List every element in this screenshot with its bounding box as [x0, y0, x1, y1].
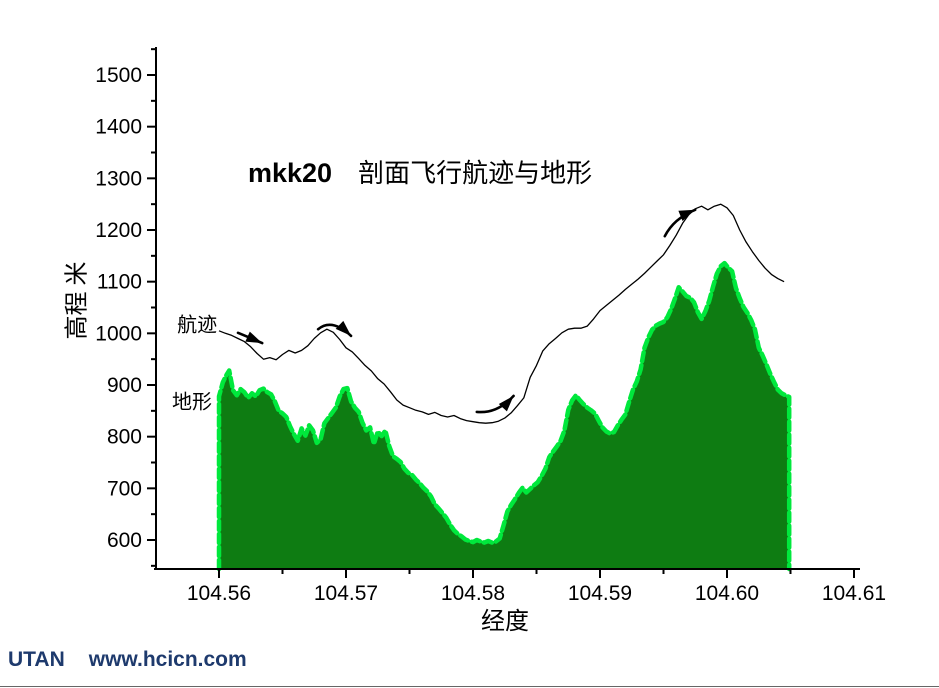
x-tick-label: 104.59	[568, 582, 632, 605]
y-tick-label: 1500	[95, 64, 142, 87]
flight-direction-arrow-head	[678, 209, 696, 221]
x-tick-label: 104.58	[441, 582, 505, 605]
chart-title: mkk20 剖面飞行航迹与地形	[248, 153, 592, 190]
y-tick-label: 800	[107, 426, 142, 449]
flight-direction-arrow-head	[335, 320, 352, 336]
footer-logo: UTAN www.hcicn.com	[8, 648, 247, 672]
terrain-label: 地形	[172, 390, 212, 413]
x-tick-label: 104.61	[822, 582, 886, 605]
y-tick-label: 1000	[95, 322, 142, 345]
y-tick-label: 900	[107, 374, 142, 397]
y-tick-label: 1200	[95, 219, 142, 242]
x-tick-label: 104.56	[187, 582, 251, 605]
y-tick-label: 1100	[97, 271, 142, 294]
flight-direction-arrow-head	[498, 395, 514, 412]
footer-brand: UTAN	[8, 648, 65, 671]
x-tick-label: 104.57	[314, 582, 378, 605]
flight-direction-arrow-head	[245, 331, 263, 344]
x-tick-label: 104.60	[695, 582, 759, 605]
flight-path-label: 航迹	[177, 313, 217, 336]
bottom-rule	[0, 686, 939, 687]
footer-url: www.hcicn.com	[88, 648, 247, 671]
terrain-area	[219, 263, 790, 569]
x-axis-title: 经度	[481, 609, 529, 635]
chart-title-text: 剖面飞行航迹与地形	[358, 159, 593, 188]
terrain-outline	[216, 260, 792, 572]
y-tick-label: 1400	[95, 116, 142, 139]
y-tick-label: 1300	[95, 167, 142, 190]
y-tick-label: 700	[107, 477, 142, 500]
chart-title-prefix: mkk20	[248, 158, 333, 188]
y-axis-title: 高程 米	[64, 261, 91, 340]
y-tick-label: 600	[107, 529, 142, 552]
